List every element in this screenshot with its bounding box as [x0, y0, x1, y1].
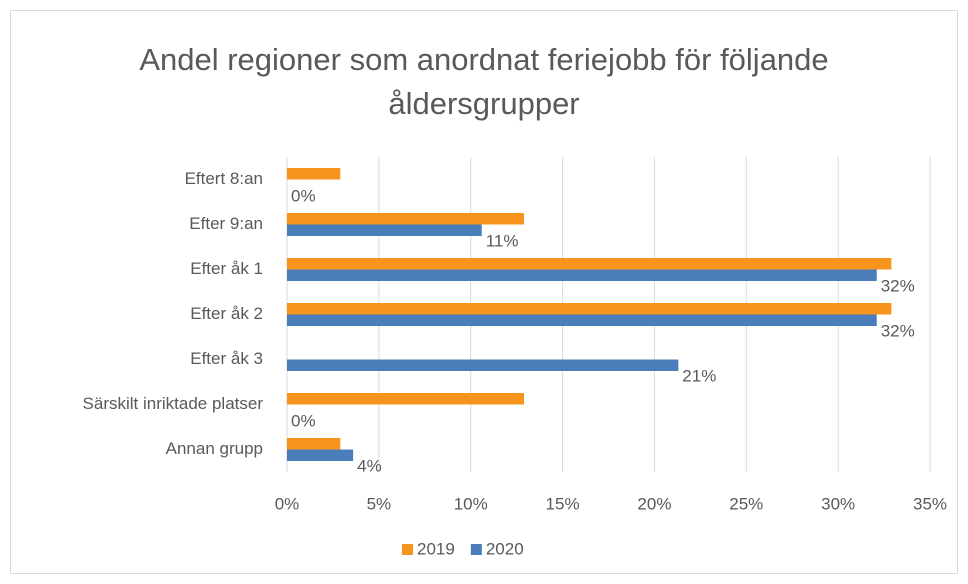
legend-label: 2019	[417, 539, 455, 558]
y-tick-label: Efter åk 2	[190, 304, 263, 323]
x-tick-label: 25%	[729, 494, 763, 513]
data-label: 32%	[881, 276, 915, 295]
y-tick-label: Särskilt inriktade platser	[83, 394, 264, 413]
legend-swatch	[402, 544, 413, 555]
y-tick-label: Efter åk 3	[190, 349, 263, 368]
bar	[287, 224, 482, 236]
legend-label: 2020	[486, 539, 524, 558]
bar	[287, 359, 679, 371]
bar	[287, 303, 892, 315]
data-label: 4%	[357, 456, 382, 475]
bar	[287, 393, 524, 405]
bar	[287, 314, 877, 326]
bar	[287, 438, 341, 450]
x-tick-label: 0%	[275, 494, 300, 513]
bar	[287, 269, 877, 281]
bar	[287, 258, 892, 270]
data-label: 21%	[682, 366, 716, 385]
x-tick-label: 20%	[637, 494, 671, 513]
y-tick-label: Efter åk 1	[190, 259, 263, 278]
data-label: 11%	[486, 231, 519, 250]
x-tick-label: 15%	[546, 494, 580, 513]
bar	[287, 213, 524, 225]
y-tick-label: Efter 9:an	[189, 214, 263, 233]
chart-border	[10, 10, 958, 574]
data-label: 32%	[881, 321, 915, 340]
x-tick-label: 30%	[821, 494, 855, 513]
data-label: 0%	[291, 186, 316, 205]
bar	[287, 449, 354, 461]
bar	[287, 168, 341, 180]
x-tick-label: 35%	[913, 494, 947, 513]
x-tick-label: 10%	[454, 494, 488, 513]
y-tick-label: Annan grupp	[166, 439, 263, 458]
chart-title: Andel regioner som anordnat feriejobb fö…	[139, 42, 829, 121]
data-label: 0%	[291, 411, 316, 430]
x-tick-label: 5%	[367, 494, 392, 513]
y-tick-label: Eftert 8:an	[185, 169, 263, 188]
legend-swatch	[470, 544, 482, 555]
